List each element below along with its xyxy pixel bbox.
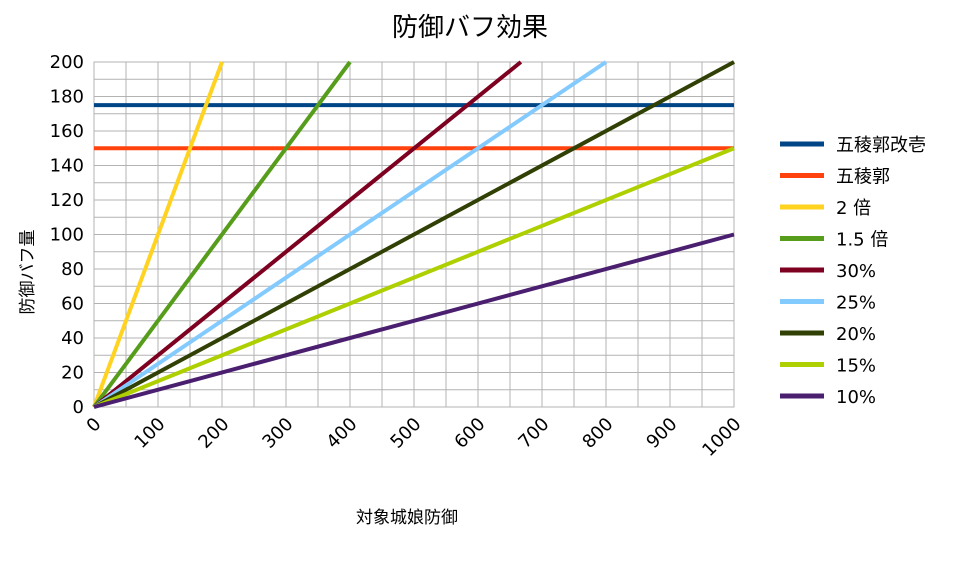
legend-label: 15% [836,356,876,377]
series-line [93,146,735,409]
y-tick-label: 180 [50,87,84,108]
y-tick-label: 20 [61,363,84,384]
legend-label: 五稜郭 [836,167,890,188]
y-tick-labels: 0 20 40 60 80 100 120 140 160 180 200 [50,52,84,418]
legend-label: 五稜郭改壱 [836,135,926,156]
x-tick-label: 600 [450,414,489,453]
x-tick-label: 800 [578,414,617,453]
legend-label: 10% [836,387,876,408]
y-tick-label: 140 [50,156,84,177]
y-tick-label: 200 [50,52,84,73]
x-tick-label: 0 [83,414,106,437]
series-line [92,60,523,409]
y-axis-title: 防御バフ量 [18,230,38,315]
y-tick-label: 100 [50,225,84,246]
y-tick-label: 0 [73,397,84,418]
series-line [93,60,735,409]
legend-label: 30% [836,261,876,282]
y-tick-label: 120 [50,190,84,211]
series-line [93,232,735,409]
series-line [92,61,224,408]
y-tick-label: 160 [50,121,84,142]
y-tick-label: 40 [61,328,84,349]
legend-label: 1.5 倍 [836,230,888,251]
grid [93,61,735,408]
legend-label: 20% [836,324,876,345]
x-axis-title: 対象城娘防御 [356,508,458,528]
chart-title: 防御バフ効果 [392,13,548,43]
x-tick-label: 100 [130,414,169,453]
x-tick-label: 1000 [698,414,745,461]
x-tick-label: 400 [322,414,361,453]
series-lines [92,60,735,409]
x-tick-label: 500 [386,414,425,453]
y-tick-label: 80 [61,259,84,280]
legend-label: 2 倍 [836,198,871,219]
legend-label: 25% [836,293,876,314]
x-tick-label: 700 [514,414,553,453]
x-tick-label: 300 [258,414,297,453]
y-tick-label: 60 [61,294,84,315]
series-line [92,60,352,409]
x-tick-labels: 0 100 200 300 400 500 600 700 800 900 1000 [83,414,746,461]
x-tick-label: 200 [194,414,233,453]
series-line [92,60,608,409]
x-tick-label: 900 [642,414,681,453]
